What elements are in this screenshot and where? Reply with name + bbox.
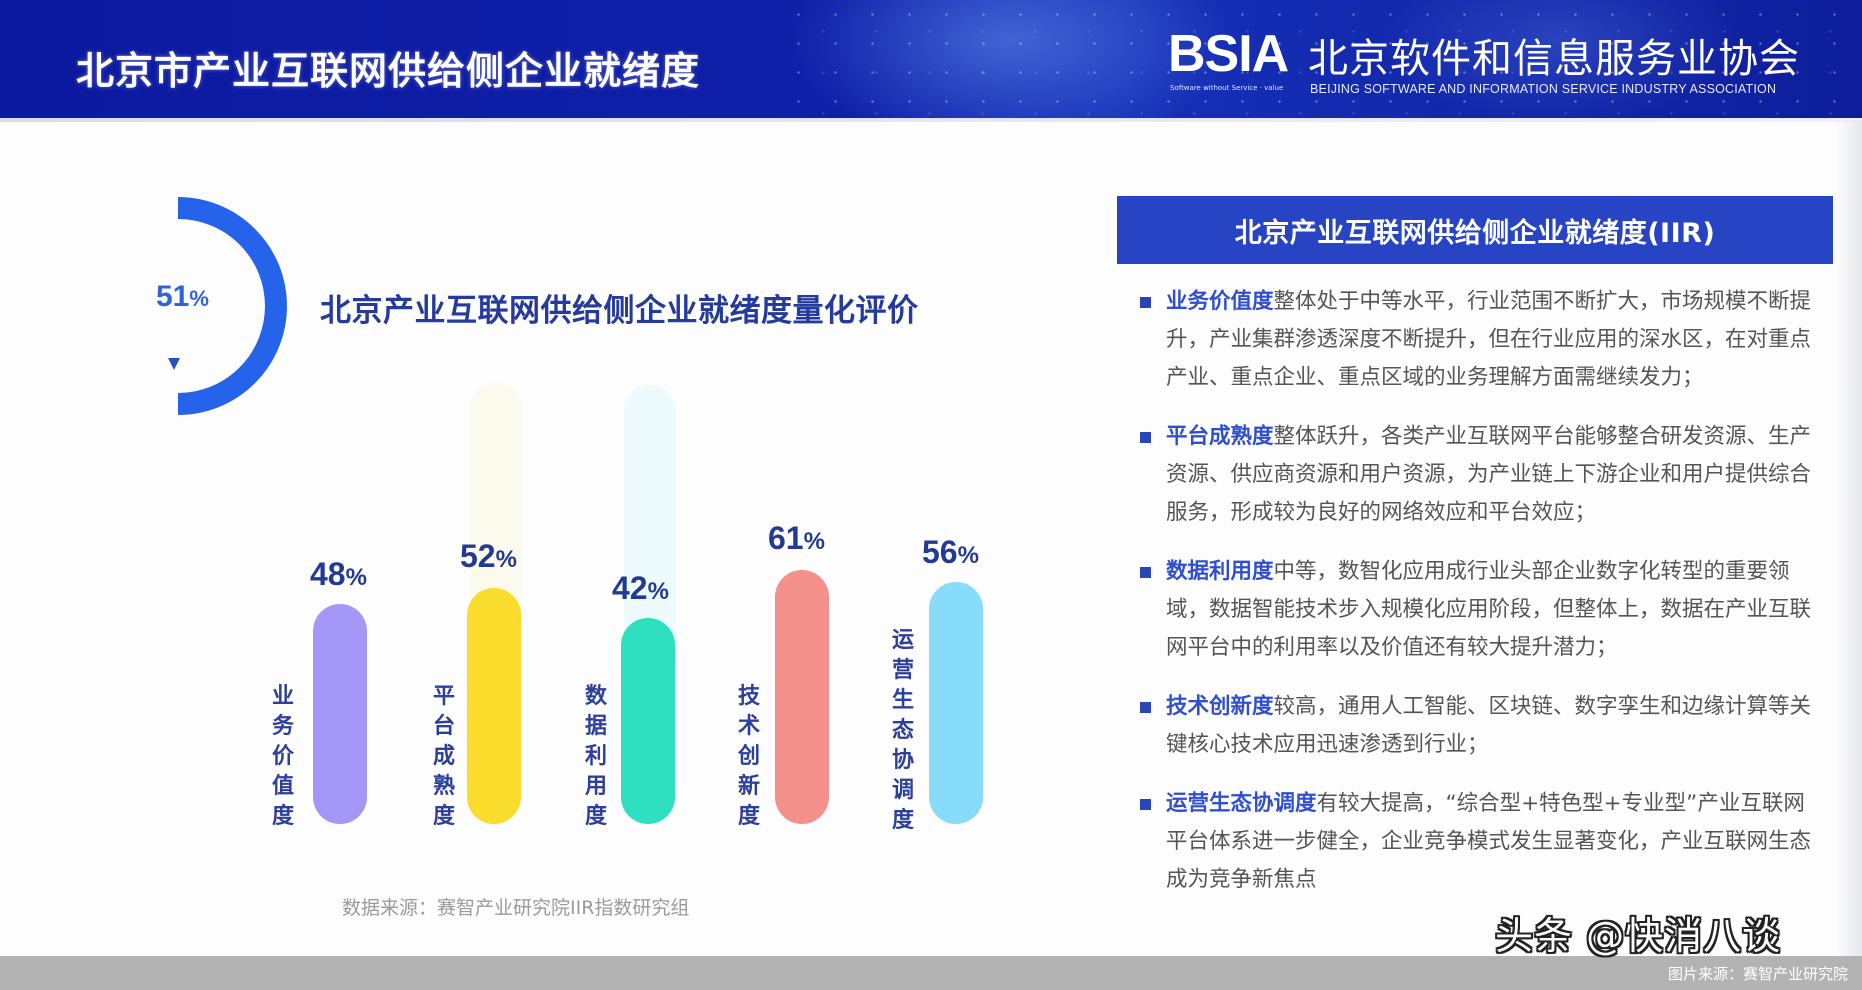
gauge-arc-icon [168, 197, 287, 415]
item-text: 较高，通用人工智能、区块链、数字孪生和边缘计算等关键核心技术应用迅速渗透到行业； [1166, 694, 1812, 757]
list-item: 业务价值度整体处于中等水平，行业范围不断扩大，市场规模不断提升，产业集群渗透深度… [1138, 283, 1818, 397]
square-bullet-icon [1140, 799, 1151, 810]
item-term: 技术创新度 [1166, 694, 1274, 719]
list-item: 运营生态协调度有较大提高，“综合型+特色型+专业型”产业互联网平台体系进一步健全… [1138, 785, 1818, 899]
header-banner: 北京市产业互联网供给侧企业就绪度 BSIA Software without S… [0, 0, 1862, 122]
bar-value: 48% [310, 556, 367, 592]
gauge-value: 51% [156, 280, 209, 313]
bar [467, 588, 521, 824]
bar-value: 56% [922, 534, 979, 570]
overall-gauge: 51% [140, 190, 300, 420]
data-source-note: 数据来源：赛智产业研究院IIR指数研究组 [342, 897, 690, 919]
findings-list: 业务价值度整体处于中等水平，行业范围不断扩大，市场规模不断提升，产业集群渗透深度… [1138, 283, 1818, 920]
square-bullet-icon [1140, 567, 1151, 578]
footer-bar: 图片来源：赛智产业研究院 [0, 956, 1862, 990]
chart-title: 北京产业互联网供给侧企业就绪度量化评价 [320, 293, 919, 329]
logo-tagline: Software without Service · value [1170, 84, 1284, 92]
square-bullet-icon [1140, 297, 1151, 308]
network-dots-decoration [780, 0, 1862, 122]
bar-label: 数据利用度 [584, 684, 607, 829]
watermark: 头条 @快消八谈 [1495, 914, 1782, 958]
item-text: 整体跃升，各类产业互联网平台能够整合研发资源、生产资源、供应商资源和用户资源，为… [1166, 424, 1812, 525]
square-bullet-icon [1140, 432, 1151, 443]
square-bullet-icon [1140, 702, 1151, 713]
panel-title: 北京产业互联网供给侧企业就绪度(IIR) [1117, 196, 1833, 264]
page-title: 北京市产业互联网供给侧企业就绪度 [76, 49, 701, 93]
image-credit: 图片来源：赛智产业研究院 [1667, 965, 1848, 983]
logo-name-cn: 北京软件和信息服务业协会 [1308, 36, 1800, 82]
bar [929, 582, 983, 824]
bar [313, 604, 367, 824]
item-term: 平台成熟度 [1166, 424, 1274, 449]
bar [775, 570, 829, 824]
list-item: 平台成熟度整体跃升，各类产业互联网平台能够整合研发资源、生产资源、供应商资源和用… [1138, 418, 1818, 532]
bar-value: 42% [612, 570, 669, 606]
bar [621, 618, 675, 824]
item-term: 业务价值度 [1166, 289, 1274, 314]
item-text: 中等，数智化应用成行业头部企业数字化转型的重要领域，数据智能技术步入规模化应用阶… [1166, 559, 1812, 660]
bar-label: 运营生态协调度 [891, 628, 914, 833]
triangle-down-icon [168, 358, 180, 370]
item-text: 整体处于中等水平，行业范围不断扩大，市场规模不断提升，产业集群渗透深度不断提升，… [1166, 289, 1812, 390]
list-item: 技术创新度较高，通用人工智能、区块链、数字孪生和边缘计算等关键核心技术应用迅速渗… [1138, 688, 1818, 764]
item-term: 运营生态协调度 [1166, 791, 1317, 816]
item-term: 数据利用度 [1166, 559, 1274, 584]
page-edge-shadow [1836, 120, 1862, 956]
list-item: 数据利用度中等，数智化应用成行业头部企业数字化转型的重要领域，数据智能技术步入规… [1138, 553, 1818, 667]
bar-label: 业务价值度 [271, 684, 294, 829]
bar-label: 平台成熟度 [432, 684, 455, 829]
item-text: 有较大提高，“综合型+特色型+专业型”产业互联网平台体系进一步健全，企业竞争模式… [1166, 791, 1812, 892]
bar-label: 技术创新度 [737, 684, 760, 829]
logo-abbr: BSIA [1168, 25, 1289, 83]
bar-value: 61% [768, 520, 825, 556]
logo-name-en: BEIJING SOFTWARE AND INFORMATION SERVICE… [1310, 82, 1777, 96]
bar-value: 52% [460, 538, 517, 574]
